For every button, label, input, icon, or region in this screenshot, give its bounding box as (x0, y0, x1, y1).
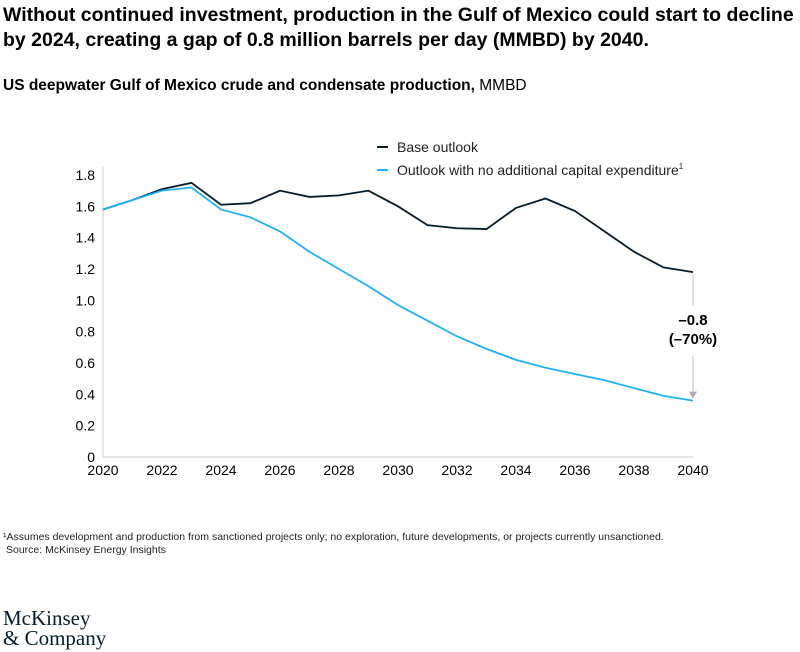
x-tick-label: 2040 (677, 462, 708, 478)
y-tick-label: 0 (87, 449, 95, 465)
subtitle-unit: MMBD (474, 77, 527, 94)
x-tick-label: 2038 (618, 462, 649, 478)
gap-value: –0.8 (678, 312, 708, 329)
footnote: ¹Assumes development and production from… (3, 531, 664, 543)
chart-subtitle: US deepwater Gulf of Mexico crude and co… (3, 77, 527, 95)
x-tick-label: 2030 (382, 462, 413, 478)
series-line-no-capex (102, 186, 694, 402)
x-tick-label: 2020 (87, 462, 118, 478)
legend-label: Base outlook (397, 139, 479, 155)
y-tick-label: 1.2 (76, 261, 96, 277)
y-tick-label: 1.8 (76, 167, 96, 183)
x-tick-label: 2028 (323, 462, 354, 478)
legend-label: Outlook with no additional capital expen… (397, 162, 684, 178)
mckinsey-logo: McKinsey & Company (3, 606, 107, 650)
y-tick-label: 1.0 (76, 292, 96, 308)
x-tick-label: 2032 (441, 462, 472, 478)
gap-annotation: –0.8 (–70%) (648, 311, 738, 349)
gap-arrow-icon (689, 391, 697, 399)
y-tick-label: 0.6 (76, 355, 96, 371)
footnote-block: ¹Assumes development and production from… (3, 531, 664, 557)
line-chart: 0 0.2 0.4 0.6 0.8 1.0 1.2 1.4 1.6 1.8 2020 2022 2024… (76, 139, 709, 478)
x-tick-label: 2034 (500, 462, 531, 478)
x-tick-label: 2024 (205, 462, 236, 478)
chart-title: Without continued investment, production… (3, 4, 794, 51)
x-tick-label: 2022 (146, 462, 177, 478)
source: Source: McKinsey Energy Insights (6, 544, 166, 556)
y-tick-label: 0.8 (76, 324, 96, 340)
x-tick-label: 2036 (559, 462, 590, 478)
subtitle-bold: US deepwater Gulf of Mexico crude and co… (3, 77, 475, 94)
gap-percent: (–70%) (668, 331, 718, 348)
y-tick-label: 0.2 (76, 418, 96, 434)
y-tick-label: 0.4 (76, 386, 96, 402)
series-line-base (102, 181, 694, 274)
y-tick-label: 1.6 (76, 198, 96, 214)
y-tick-label: 1.4 (76, 230, 96, 246)
x-tick-label: 2026 (264, 462, 295, 478)
